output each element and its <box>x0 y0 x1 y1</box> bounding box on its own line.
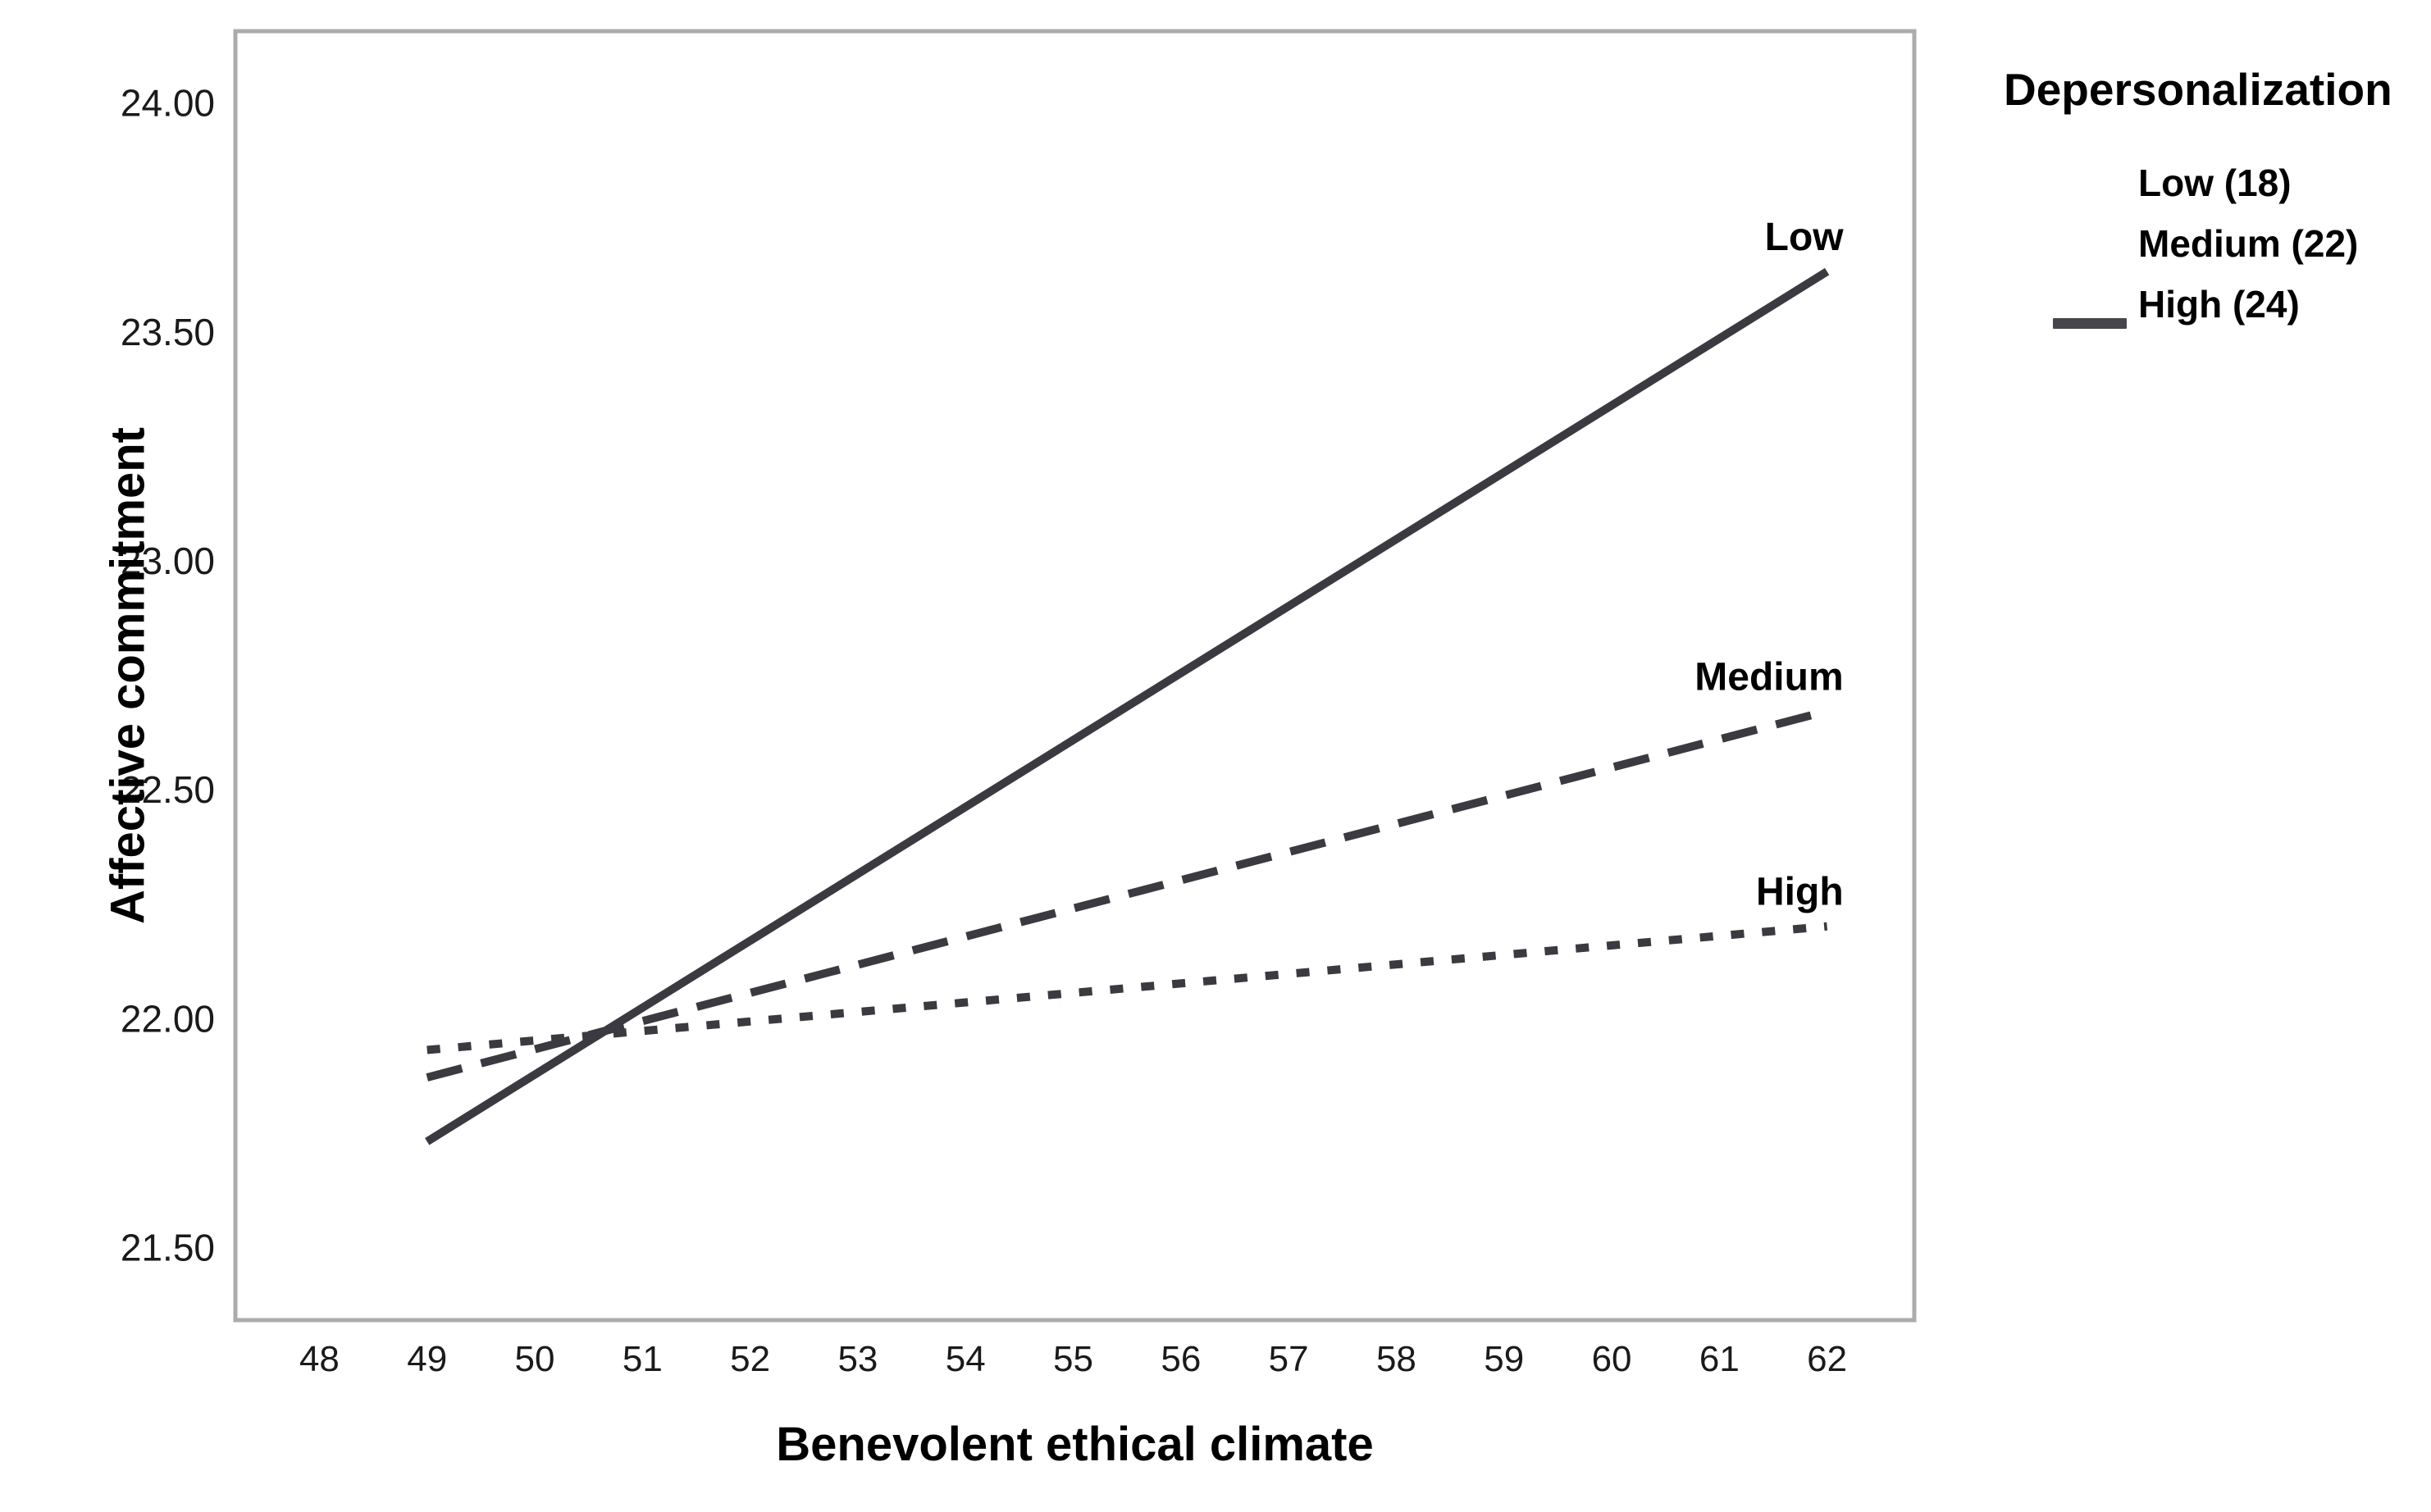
legend-title: Depersonalization <box>2004 64 2392 115</box>
x-tick-label: 51 <box>623 1339 663 1379</box>
x-tick-label: 58 <box>1376 1339 1416 1379</box>
x-tick-label: 55 <box>1053 1339 1093 1379</box>
x-tick-label: 61 <box>1699 1339 1740 1379</box>
y-axis-title: Affective commitment <box>101 427 155 924</box>
x-tick-label: 60 <box>1592 1339 1632 1379</box>
series-end-label-medium: Medium <box>1694 655 1843 699</box>
plot-frame <box>233 29 1917 1323</box>
x-tick-label: 56 <box>1161 1339 1201 1379</box>
x-tick-label: 52 <box>730 1339 770 1379</box>
x-tick-label: 59 <box>1484 1339 1524 1379</box>
x-tick-label: 57 <box>1269 1339 1309 1379</box>
x-axis-title: Benevolent ethical climate <box>776 1418 1374 1471</box>
legend-item-high: High (24) <box>2138 283 2300 326</box>
series-line-medium <box>426 707 1828 1082</box>
legend-item-low: Low (18) <box>2138 162 2292 204</box>
x-tick-label: 50 <box>515 1339 555 1379</box>
y-tick-label: 22.50 <box>121 768 215 811</box>
series-line-low <box>425 267 1830 1145</box>
y-tick-label: 22.00 <box>121 997 215 1040</box>
legend-item-medium: Medium (22) <box>2138 222 2359 265</box>
y-tick-label: 23.00 <box>121 540 215 582</box>
y-tick-label: 21.50 <box>121 1227 215 1269</box>
series-end-label-high: High <box>1756 871 1844 914</box>
series-end-label-low: Low <box>1765 216 1845 259</box>
legend: Depersonalization Low (18) Medium (22) H… <box>2004 64 2430 329</box>
x-tick-label: 48 <box>299 1339 340 1379</box>
x-tick-label: 53 <box>837 1339 878 1379</box>
x-tick-label: 49 <box>407 1339 447 1379</box>
legend-items: Low (18) Medium (22) High (24) <box>2138 153 2358 335</box>
x-tick-label: 54 <box>946 1339 986 1379</box>
legend-swatch-line-icon <box>2053 318 2127 329</box>
x-tick-label: 62 <box>1807 1339 1847 1379</box>
y-tick-label: 23.50 <box>121 311 215 353</box>
y-tick-label: 24.00 <box>121 82 215 125</box>
